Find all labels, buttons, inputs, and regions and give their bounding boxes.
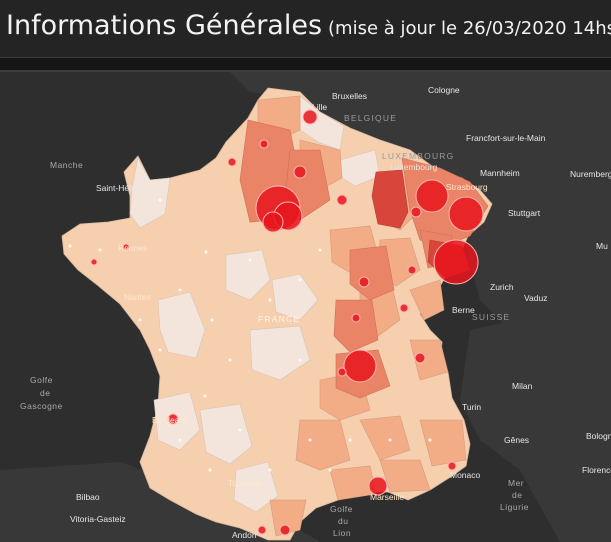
bubble-lyon[interactable] bbox=[343, 349, 377, 383]
city-lille: Lille bbox=[312, 102, 327, 112]
city-vitoria: Vitoria-Gasteiz bbox=[70, 514, 126, 524]
city-bruxelles: Bruxelles bbox=[332, 91, 367, 101]
label-sea-ligurie-1: Mer bbox=[508, 478, 524, 488]
label-sea-gascogne: Gascogne bbox=[20, 401, 63, 411]
city-luxembourg: Luxembourg bbox=[390, 162, 438, 172]
city-berne: Berne bbox=[452, 305, 475, 315]
bubble-cotes[interactable] bbox=[122, 243, 130, 251]
city-strasbourg: Strasbourg bbox=[446, 182, 488, 192]
city-rennes: Rennes bbox=[118, 243, 147, 253]
label-sea-manche: Manche bbox=[50, 160, 83, 170]
city-francfort: Francfort-sur-le-Main bbox=[466, 133, 546, 143]
city-cologne: Cologne bbox=[428, 85, 460, 95]
land-italy bbox=[460, 300, 611, 542]
city-mannheim: Mannheim bbox=[480, 168, 520, 178]
city-nuremberg: Nuremberg bbox=[570, 169, 611, 179]
land-north bbox=[230, 72, 611, 340]
bubble-vosges[interactable] bbox=[410, 206, 422, 218]
city-bologne: Bologn bbox=[586, 431, 611, 441]
bubble-normandy[interactable] bbox=[227, 157, 237, 167]
label-sea-golfe-lion-1: Golfe bbox=[330, 504, 353, 514]
city-bilbao: Bilbao bbox=[76, 492, 100, 502]
city-milan: Milan bbox=[512, 381, 533, 391]
bubble-paris-3[interactable] bbox=[262, 211, 284, 233]
city-florence: Florence bbox=[582, 465, 611, 475]
bubble-oise[interactable] bbox=[293, 165, 307, 179]
bubble-aisne[interactable] bbox=[336, 194, 348, 206]
small-dots bbox=[68, 198, 432, 472]
city-marseille: Marseille bbox=[370, 492, 404, 502]
bubble-somme[interactable] bbox=[259, 139, 269, 149]
city-turin: Turin bbox=[462, 402, 481, 412]
page-title: Informations Générales (mise à jour le 26… bbox=[6, 10, 611, 41]
bubble-bordeaux[interactable] bbox=[167, 413, 179, 425]
france-map[interactable]: BELGIQUE LUXEMBOURG SUISSE FRANCE Manche… bbox=[0, 72, 611, 542]
city-saint-helier: Saint-Hélier bbox=[96, 183, 141, 193]
label-country-1: LUXEMBOURG bbox=[382, 151, 454, 161]
label-country-2: SUISSE bbox=[472, 312, 510, 322]
bubble-marseille[interactable] bbox=[368, 476, 388, 496]
city-monaco: Monaco bbox=[450, 470, 481, 480]
label-sea-de: de bbox=[40, 388, 50, 398]
label-sea-ligurie-3: Ligurie bbox=[500, 502, 529, 512]
header-separator bbox=[0, 58, 611, 70]
bubble-bas-rhin[interactable] bbox=[448, 196, 484, 232]
bubble-moselle[interactable] bbox=[415, 179, 449, 213]
bubble-finistere[interactable] bbox=[90, 258, 98, 266]
bubble-lille[interactable] bbox=[302, 109, 318, 125]
city-genes: Gênes bbox=[504, 435, 529, 445]
bubble-doubs[interactable] bbox=[407, 265, 417, 275]
label-sea-ligurie-2: de bbox=[512, 490, 522, 500]
label-sea-golfe-lion-3: Lion bbox=[333, 528, 351, 538]
city-nantes: Nantes bbox=[124, 292, 151, 302]
bubble-herault[interactable] bbox=[279, 524, 291, 536]
dashboard-header: Informations Générales (mise à jour le 26… bbox=[0, 0, 611, 58]
city-stuttgart: Stuttgart bbox=[508, 208, 541, 218]
city-vaduz: Vaduz bbox=[524, 293, 547, 303]
bubble-tarn[interactable] bbox=[257, 525, 267, 535]
city-munich: Mu bbox=[596, 241, 608, 251]
region-very-low bbox=[129, 95, 381, 513]
bubble-saone[interactable] bbox=[351, 313, 361, 323]
map-panel[interactable]: BELGIQUE LUXEMBOURG SUISSE FRANCE Manche… bbox=[0, 70, 611, 542]
update-date: (mise à jour le 26/03/2020 14hs) bbox=[328, 18, 611, 39]
city-zurich: Zurich bbox=[490, 282, 514, 292]
city-toulouse: Toulouse bbox=[228, 478, 262, 488]
case-bubbles[interactable] bbox=[90, 109, 484, 536]
bubble-haut-rhin[interactable] bbox=[433, 239, 479, 285]
bubble-meuse[interactable] bbox=[358, 276, 370, 288]
city-andorre: Andorr bbox=[232, 530, 258, 540]
label-country-3: FRANCE bbox=[258, 314, 300, 324]
title-main: Informations Générales bbox=[6, 10, 323, 41]
bubble-loire[interactable] bbox=[337, 367, 347, 377]
label-country-0: BELGIQUE bbox=[344, 113, 397, 123]
city-bordeaux: Bordeaux bbox=[152, 415, 189, 425]
label-sea-golfe-lion-2: du bbox=[338, 516, 348, 526]
bubble-isere[interactable] bbox=[414, 352, 426, 364]
label-sea-golfe: Golfe bbox=[30, 375, 53, 385]
bubble-ain[interactable] bbox=[399, 303, 409, 313]
bubble-nice[interactable] bbox=[447, 461, 457, 471]
